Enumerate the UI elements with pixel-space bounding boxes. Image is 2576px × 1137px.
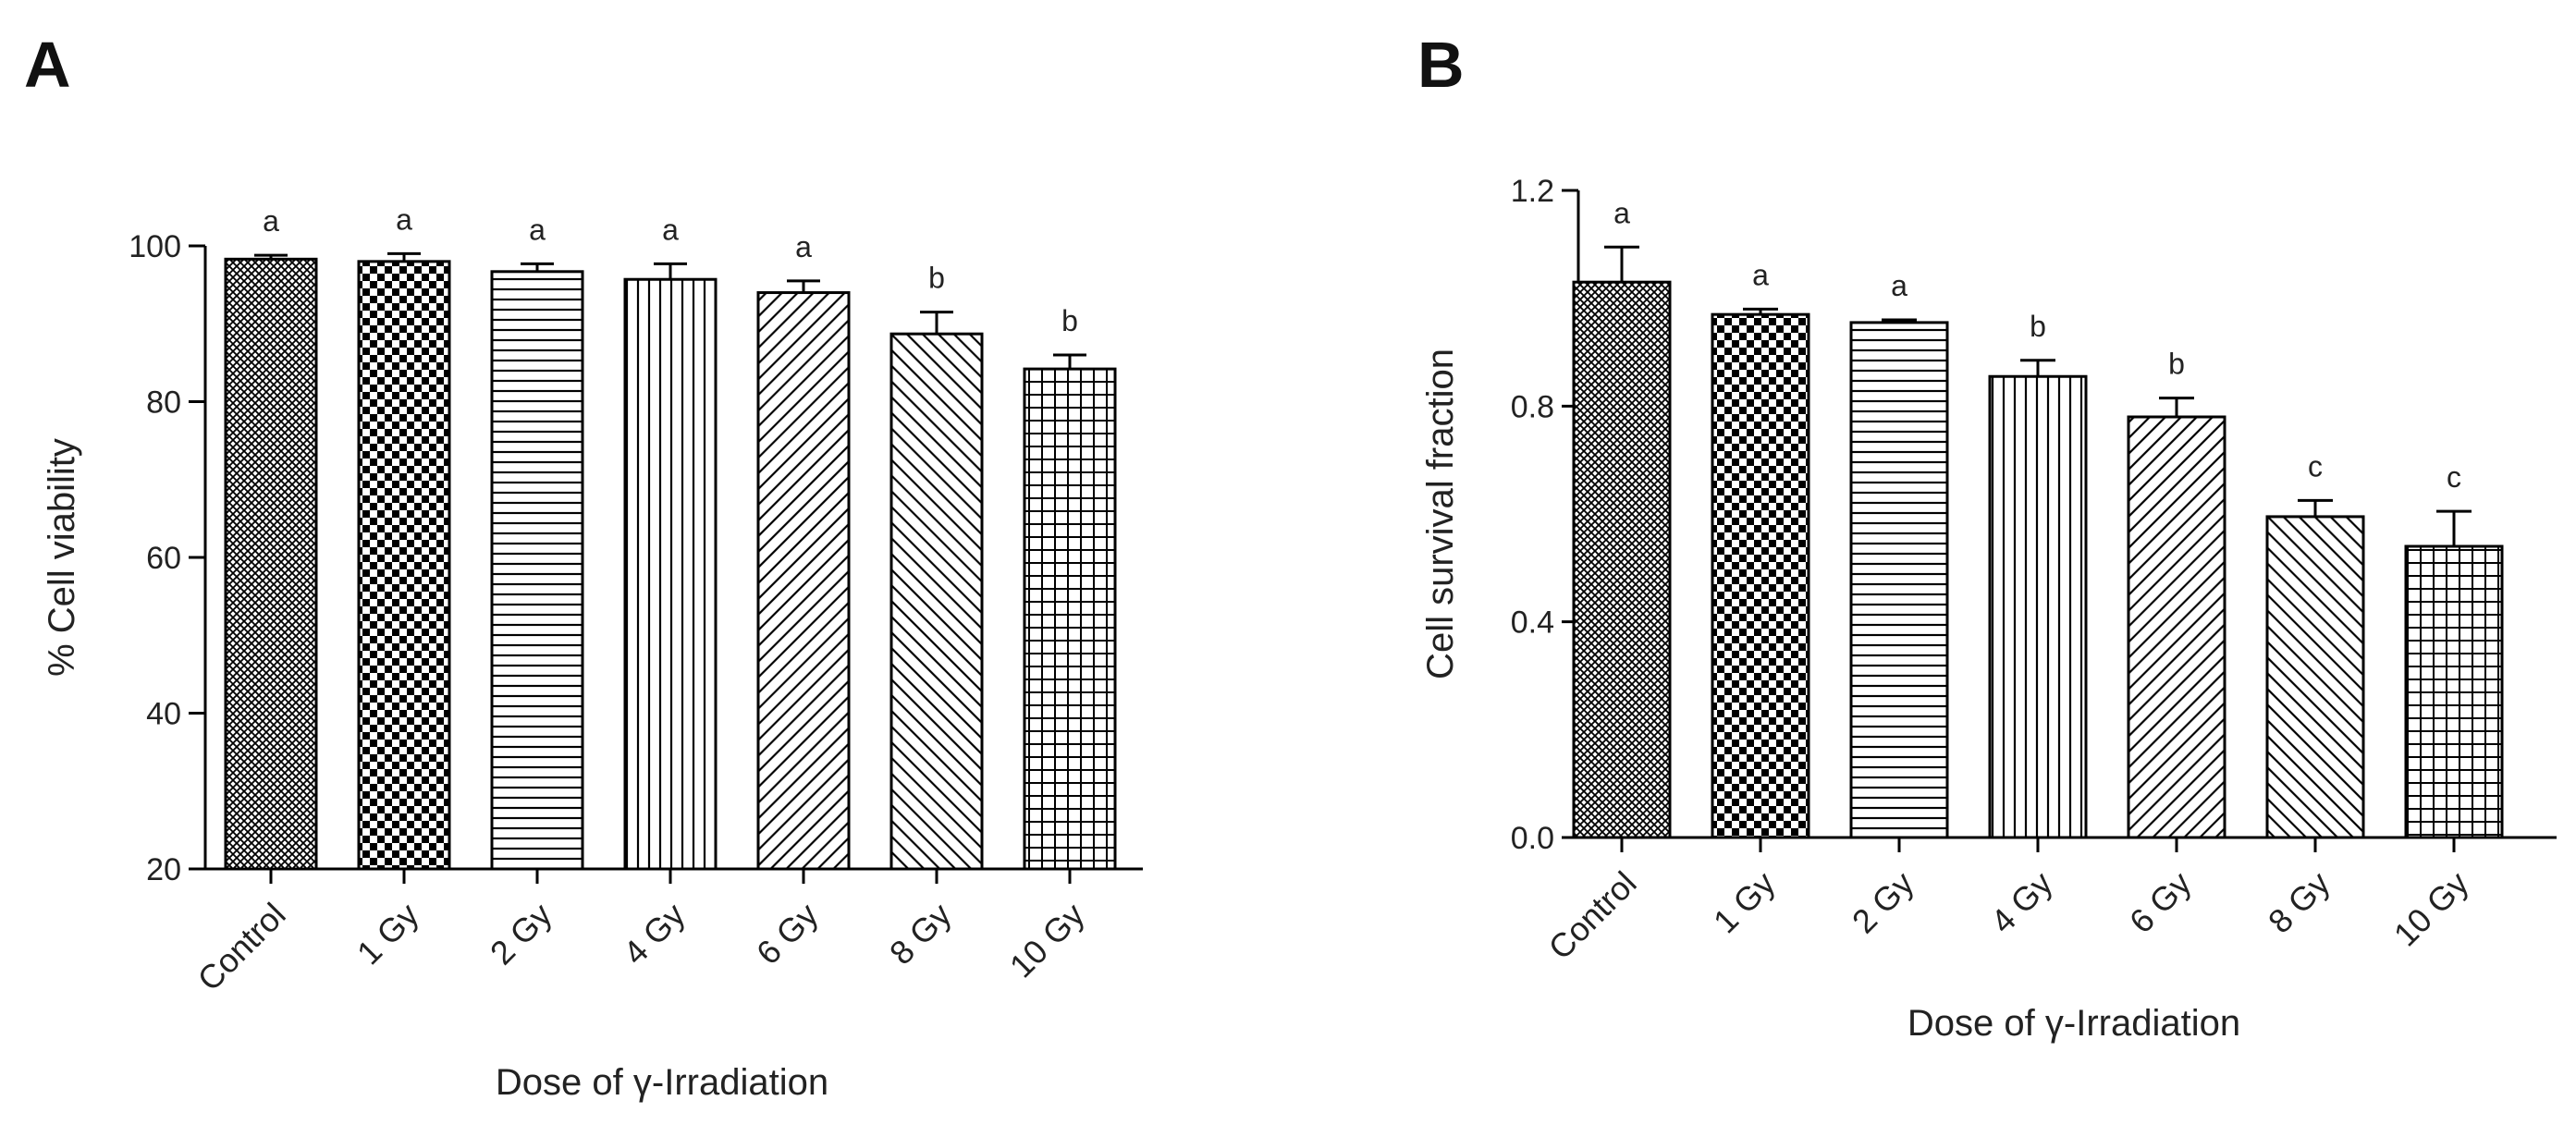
bar-1-gy — [357, 260, 451, 871]
y-tick-label: 60 — [146, 541, 181, 576]
category-label: 1 Gy — [350, 896, 426, 972]
y-tick-label: 0.8 — [1511, 389, 1554, 424]
category-label: 2 Gy — [1845, 864, 1921, 941]
category-label: 10 Gy — [2386, 864, 2476, 954]
bar-4-gy — [623, 277, 718, 871]
bar-8-gy — [889, 332, 984, 871]
panel-a-letter: A — [24, 29, 71, 101]
significance-letter: a — [529, 213, 546, 246]
category-label: 2 Gy — [483, 896, 559, 972]
significance-letter: a — [1613, 196, 1630, 229]
y-axis-title: Cell survival fraction — [1420, 348, 1461, 679]
y-tick-label: 0.4 — [1511, 605, 1554, 641]
significance-letter: a — [1752, 258, 1769, 291]
significance-letter: b — [1061, 304, 1078, 337]
category-label: 8 Gy — [882, 896, 959, 972]
panel-b-letter: B — [1417, 29, 1465, 101]
significance-letter: a — [662, 213, 679, 246]
y-tick-label: 0.0 — [1511, 821, 1554, 856]
bar-2-gy — [1849, 321, 1949, 839]
significance-letter: c — [2447, 460, 2461, 494]
category-label: Control — [190, 896, 293, 998]
significance-letter: a — [396, 202, 412, 236]
y-tick-label: 40 — [146, 697, 181, 732]
chart-b-svg: 0.0 0.4 0.8 1.2 a Control a 1 Gy a 2 Gy b 4 Gy b 6 Gy… — [1420, 174, 2557, 1044]
bar-10-gy — [2404, 544, 2504, 839]
significance-letter: b — [2168, 348, 2185, 381]
significance-letter: b — [2030, 310, 2046, 343]
x-axis-title: Dose of γ-Irradiation — [1907, 1003, 2240, 1044]
panel-a: A 20 40 60 80 100 a Control a 1 Gy a 2 Gy a 4 Gy a 6 G… — [24, 29, 1143, 1103]
category-label: Control — [1541, 864, 1644, 967]
significance-letter: a — [1891, 269, 1907, 302]
chart-a-svg: 20 40 60 80 100 a Control a 1 Gy a 2 Gy a 4 Gy a 6 Gy b… — [42, 202, 1143, 1103]
bar-2-gy — [490, 270, 584, 871]
bar-1-gy — [1711, 312, 1810, 839]
y-tick-label: 20 — [146, 852, 181, 887]
category-label: 4 Gy — [616, 896, 693, 972]
bar-6-gy — [756, 291, 851, 871]
y-tick-label: 80 — [146, 385, 181, 421]
x-axis-title: Dose of γ-Irradiation — [496, 1062, 828, 1103]
y-axis-title: % Cell viability — [42, 438, 82, 677]
category-label: 4 Gy — [1983, 864, 2060, 941]
category-label: 6 Gy — [2122, 864, 2199, 941]
y-tick-label: 1.2 — [1511, 174, 1554, 209]
significance-letter: b — [928, 262, 945, 295]
bar-control — [1572, 280, 1672, 839]
significance-letter: a — [263, 204, 279, 238]
category-label: 10 Gy — [1002, 896, 1092, 985]
category-label: 8 Gy — [2261, 864, 2337, 941]
category-label: 1 Gy — [1706, 864, 1783, 941]
category-label: 6 Gy — [749, 896, 826, 972]
significance-letter: a — [795, 230, 812, 263]
bar-10-gy — [1023, 367, 1117, 871]
bar-8-gy — [2265, 515, 2365, 839]
significance-letter: c — [2308, 449, 2323, 483]
bar-control — [224, 257, 318, 871]
y-tick-label: 100 — [129, 229, 181, 264]
bar-4-gy — [1988, 374, 2088, 839]
bar-6-gy — [2127, 415, 2226, 839]
panel-b: B 0.0 0.4 0.8 1.2 a Control a 1 Gy a 2 Gy b 4 Gy b 6 … — [1288, 0, 2576, 1137]
